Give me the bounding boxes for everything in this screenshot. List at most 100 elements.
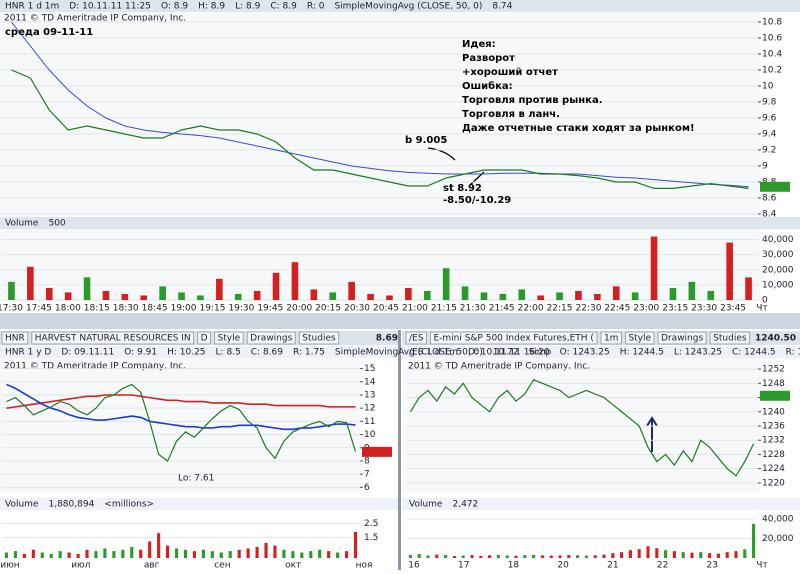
volume-bar [67, 552, 71, 558]
toolbar-item[interactable]: 1m [604, 334, 619, 344]
toolbar-button[interactable] [624, 331, 655, 345]
toolbar-item[interactable]: HARVEST NATURAL RESOURCES IN [35, 334, 191, 344]
x-tick-label: 23:45 [720, 304, 746, 314]
toolbar-button[interactable] [657, 331, 707, 345]
volume-header: 2,472 [452, 500, 478, 510]
annotation: b 9.005 [405, 135, 447, 146]
volume-bar [699, 552, 703, 558]
toolbar-button[interactable] [31, 331, 195, 345]
header-field: R: 1.75 [293, 348, 325, 358]
header-field: 10.72 [493, 348, 519, 358]
volume-bar [452, 556, 456, 558]
volume-bar [253, 290, 261, 300]
volume-bar [112, 551, 116, 558]
volume-bar [688, 281, 696, 300]
y-tick-label: 6 [364, 483, 370, 493]
volume-bar [309, 551, 313, 558]
y-tick-label: 13 [364, 390, 375, 400]
toolbar-button[interactable] [197, 331, 212, 345]
volume-bar [423, 290, 431, 300]
y-tick-label: 40,000 [762, 514, 794, 524]
volume-bar [650, 236, 658, 300]
volume-bar [49, 553, 53, 558]
y-tick-label: 15 [364, 364, 375, 374]
volume-bar [620, 552, 624, 558]
volume-bar [148, 541, 152, 558]
volume-bar [130, 547, 134, 558]
toolbar-item[interactable]: Studies [713, 334, 747, 344]
y-tick-label: 40,000 [762, 235, 794, 245]
volume-bar [300, 552, 304, 558]
x-tick-label: 20 [557, 561, 569, 571]
x-tick-label: 22:45 [604, 304, 630, 314]
toolbar-button[interactable] [600, 331, 622, 345]
y-tick-label: 1248 [762, 379, 785, 389]
x-tick-label: 20:15 [315, 304, 341, 314]
x-tick-label: 22:00 [518, 304, 544, 314]
toolbar-item[interactable]: E-mini S&P 500 Index Futures,ETH ( [433, 334, 594, 344]
y-tick-label: 11 [364, 417, 375, 427]
toolbar-button[interactable] [709, 331, 751, 345]
plot-bg [0, 229, 760, 301]
y-tick-label: 20,000 [762, 534, 794, 544]
toolbar-button[interactable] [429, 331, 598, 345]
y-tick-label: 2.5 [364, 519, 378, 529]
toolbar-item[interactable]: HNR [5, 334, 25, 344]
y-tick-label: 10 [364, 430, 376, 440]
sma-line [11, 21, 749, 188]
volume-bar [417, 554, 421, 558]
header-field: HNR 1 d 1m [5, 2, 59, 12]
volume-bar [121, 293, 129, 300]
volume-bar [121, 549, 125, 558]
volume-bar [192, 551, 196, 558]
volume-bar [669, 287, 677, 300]
volume-bar [725, 552, 729, 558]
volume-bar [726, 242, 733, 300]
annotation: +хороший отчет [462, 67, 558, 78]
toolbar-button[interactable] [246, 331, 296, 345]
toolbar-item[interactable]: Studies [302, 334, 336, 344]
volume-bar [540, 555, 544, 558]
y-tick-label: 1.5 [364, 533, 378, 543]
volume-bar [183, 549, 188, 558]
volume-bar [327, 551, 331, 558]
volume-bar [549, 555, 553, 558]
toolbar-button[interactable] [405, 331, 427, 345]
volume-bar [488, 555, 492, 558]
volume-bar [646, 546, 650, 558]
x-tick-label: 18:30 [113, 304, 139, 314]
toolbar-item[interactable]: Style [218, 334, 241, 344]
volume-bar [216, 278, 223, 300]
x-tick-label: 22:30 [575, 304, 601, 314]
volume-bar [584, 555, 588, 558]
volume-strip [0, 498, 398, 510]
toolbar-item[interactable]: Drawings [250, 334, 292, 344]
toolbar-button[interactable] [298, 331, 340, 345]
volume-bar [708, 553, 712, 558]
x-tick-label: ноя [356, 561, 373, 571]
x-tick-label: 18:45 [142, 304, 168, 314]
volume-bar [94, 551, 98, 558]
y-tick-label: 9.6 [762, 114, 777, 124]
volume-bar [174, 548, 179, 558]
volume-header: 500 [48, 219, 65, 229]
y-tick-label: 10.8 [762, 18, 782, 28]
toolbar-button[interactable] [214, 331, 244, 345]
volume-bar [237, 549, 241, 558]
y-tick-label: 8.4 [762, 210, 777, 220]
volume-bar [140, 295, 148, 300]
y-tick-label: 0 [762, 296, 768, 306]
toolbar-button[interactable] [1, 331, 29, 345]
y-tick-label: 9.4 [762, 130, 777, 140]
volume-bar [537, 295, 544, 300]
x-tick-label: 19:30 [228, 304, 254, 314]
x-tick-label: 18:00 [55, 304, 81, 314]
volume-bar [273, 545, 277, 558]
toolbar-item[interactable]: Drawings [661, 334, 703, 344]
y-tick-label: 30,000 [762, 250, 794, 260]
toolbar-item[interactable]: Style [628, 334, 651, 344]
volume-bar [58, 551, 62, 558]
toolbar-item[interactable]: /ES [409, 334, 424, 344]
toolbar-item[interactable]: D [201, 334, 208, 344]
volume-bar [505, 555, 509, 558]
